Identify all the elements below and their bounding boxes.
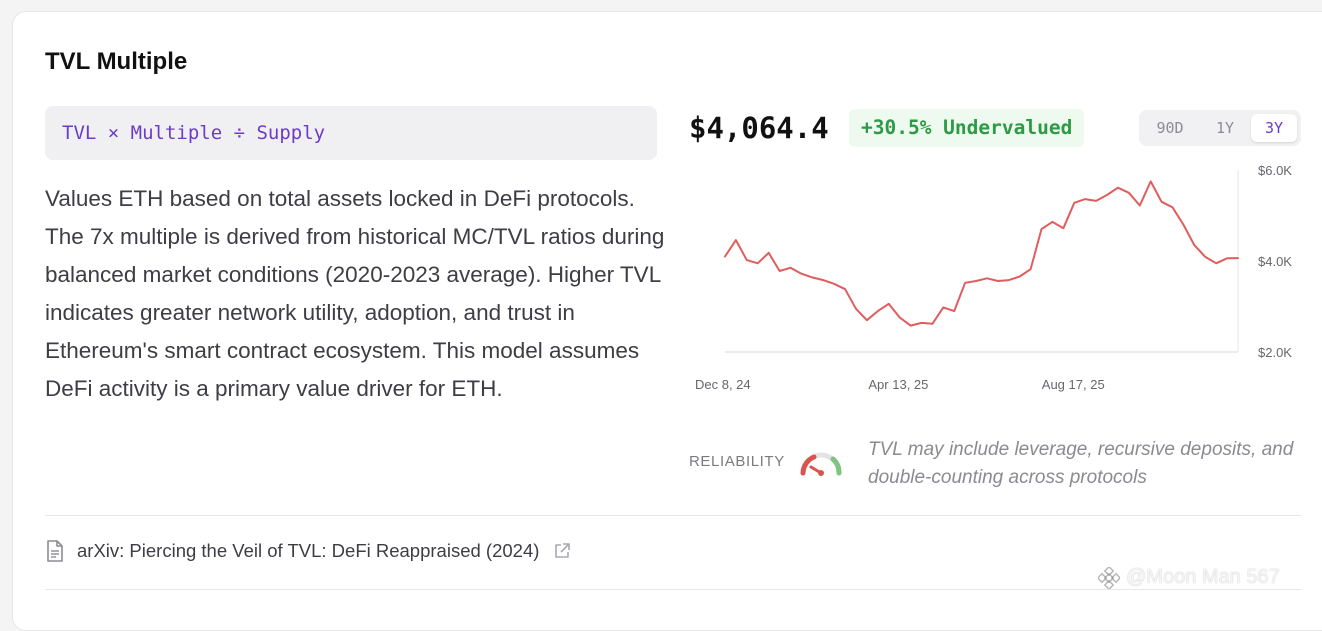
document-icon (47, 540, 63, 562)
binance-logo-icon (1098, 566, 1120, 589)
watermark: @Moon Man 567 (1098, 566, 1280, 589)
x-tick-label: Aug 17, 25 (1042, 377, 1105, 392)
y-tick-label: $4.0K (1258, 254, 1292, 269)
range-3y-button[interactable]: 3Y (1251, 114, 1297, 142)
reliability-label: RELIABILITY (689, 453, 785, 470)
divider-bottom (45, 589, 1301, 590)
valuation-badge: +30.5% Undervalued (849, 109, 1085, 147)
range-1y-button[interactable]: 1Y (1215, 119, 1235, 137)
x-tick-label: Dec 8, 24 (695, 377, 751, 392)
source-reference: arXiv: Piercing the Veil of TVL: DeFi Re… (45, 536, 571, 566)
model-description: Values ETH based on total assets locked … (45, 186, 665, 401)
tvl-price-chart: $6.0K $4.0K $2.0K Dec 8, 24 Apr 13, 25 Aug 1… (695, 163, 1292, 392)
external-link-icon[interactable] (553, 542, 571, 560)
model-price-line (724, 180, 1239, 327)
model-price: $4,064.4 (689, 111, 829, 145)
card-title: TVL Multiple (45, 48, 188, 75)
y-tick-label: $2.0K (1258, 345, 1292, 360)
time-range-selector: 90D 1Y 3Y (1139, 110, 1301, 146)
reliability-note: TVL may include leverage, recursive depo… (868, 439, 1294, 488)
reliability-gauge-icon (800, 452, 842, 476)
source-link[interactable]: arXiv: Piercing the Veil of TVL: DeFi Re… (77, 540, 540, 561)
range-90d-button[interactable]: 90D (1156, 119, 1184, 137)
y-tick-label: $6.0K (1258, 163, 1292, 178)
watermark-text: @Moon Man 567 (1126, 566, 1280, 588)
formula-box: TVL × Multiple ÷ Supply (45, 106, 657, 160)
x-tick-label: Apr 13, 25 (868, 377, 928, 392)
divider-top (45, 515, 1301, 516)
